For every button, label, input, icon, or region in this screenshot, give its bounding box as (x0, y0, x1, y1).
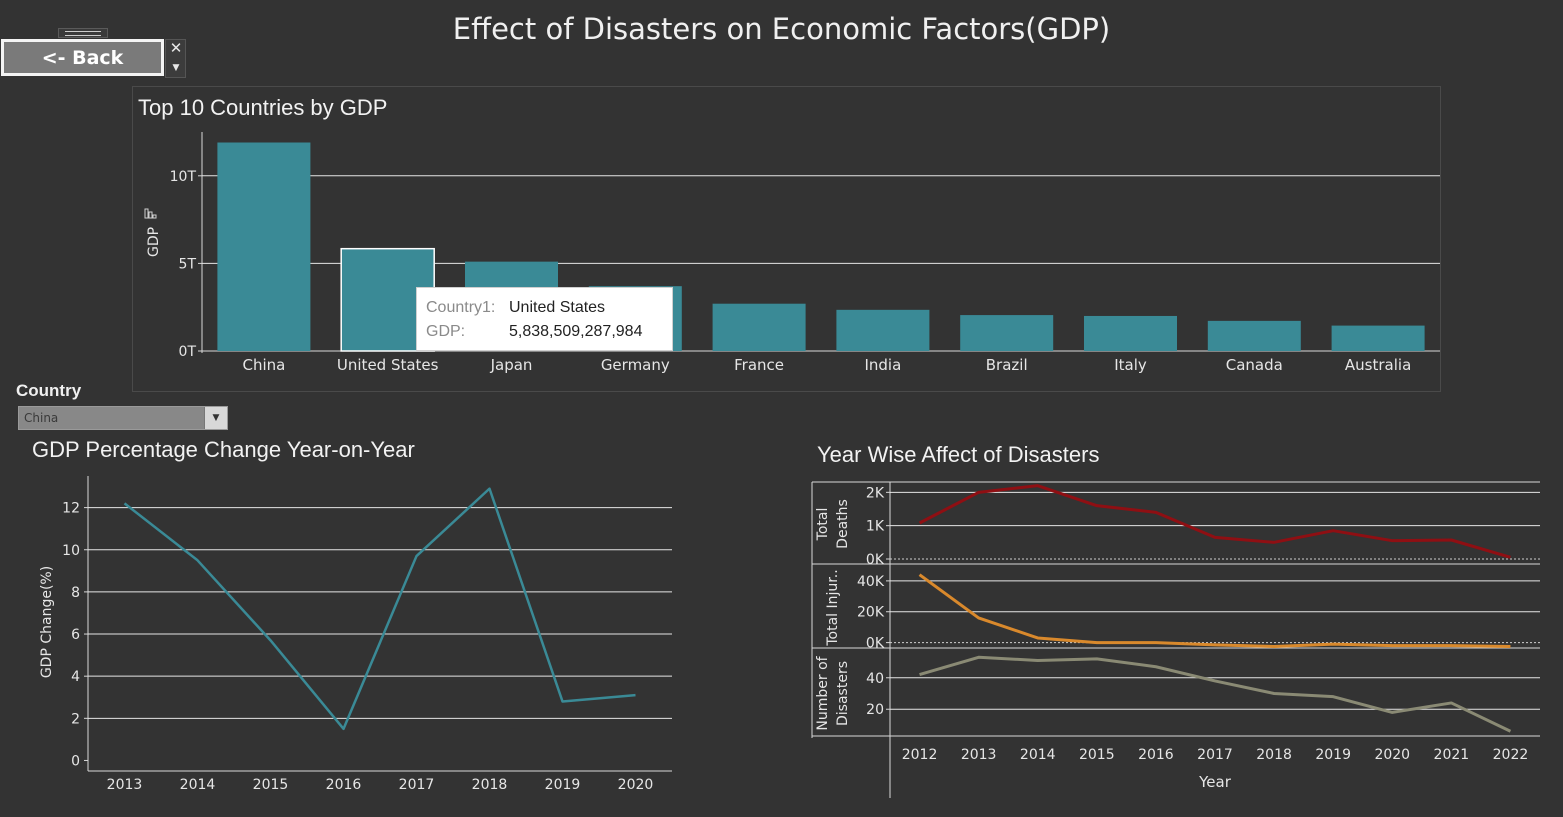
line-y-tick-label: 4 (71, 669, 80, 685)
multi-y-tick-label: 1K (866, 519, 885, 535)
line-y-tick-label: 2 (71, 711, 80, 727)
bar (960, 315, 1054, 351)
bar (1084, 315, 1177, 351)
multi-x-axis-label: Year (1198, 773, 1232, 791)
back-button[interactable]: <- Back (1, 39, 164, 76)
bar-x-tick-label: China (242, 356, 285, 374)
multi-y-axis-label: Number of (815, 655, 831, 730)
tooltip-value-gdp: 5,838,509,287,984 (509, 323, 643, 340)
line-x-tick-label: 2017 (399, 777, 435, 793)
disasters-line (919, 655, 1512, 733)
multi-x-tick-label: 2013 (961, 747, 997, 763)
tooltip-value-country: United States (509, 299, 606, 316)
sort-icon-bar (152, 214, 157, 219)
line-x-tick-label: 2019 (545, 777, 581, 793)
bar-x-tick-label: France (734, 356, 784, 374)
line-x-tick-label: 2015 (253, 777, 289, 793)
line-x-tick-label: 2016 (326, 777, 362, 793)
more-options-icon[interactable]: ▼ (172, 63, 180, 73)
tooltip: Country1: United States GDP: 5,838,509,287… (416, 287, 673, 351)
back-button-label: <- Back (4, 42, 161, 73)
multi-x-tick-label: 2014 (1020, 747, 1056, 763)
multi-y-axis-label: Total Injur.. (825, 569, 841, 646)
multi-x-tick-label: 2022 (1493, 747, 1529, 763)
tooltip-key-country: Country1: (426, 299, 496, 316)
bar-y-tick-label: 5T (179, 256, 197, 272)
multi-y-tick-label: 40K (857, 574, 885, 590)
line-x-tick-label: 2018 (472, 777, 508, 793)
country-filter-label: Country (16, 381, 82, 400)
multi-y-tick-label: 20K (857, 605, 885, 621)
page-title: Effect of Disasters on Economic Factors(… (452, 12, 1111, 46)
multi-x-tick-label: 2016 (1138, 747, 1174, 763)
multi-x-tick-label: 2020 (1374, 747, 1410, 763)
bar-x-tick-label: Australia (1345, 356, 1411, 374)
bar-y-tick-label: 0T (179, 344, 197, 360)
bar-x-tick-label: Japan (490, 356, 533, 374)
multi-y-tick-label: 40 (866, 671, 884, 687)
bar (1207, 320, 1301, 351)
multi-x-tick-label: 2018 (1256, 747, 1292, 763)
bar-chart-title: Top 10 Countries by GDP (138, 95, 388, 120)
gdp-change-chart-title: GDP Percentage Change Year-on-Year (32, 437, 415, 462)
close-icon[interactable]: ✕ (169, 39, 183, 57)
deaths-line (918, 484, 1511, 559)
multi-y-axis-label: Deaths (835, 499, 851, 549)
bar-x-tick-label: Canada (1226, 356, 1283, 374)
line-y-tick-label: 6 (71, 627, 80, 643)
bar-x-tick-label: United States (337, 356, 439, 374)
line-x-tick-label: 2013 (107, 777, 143, 793)
bar-y-axis-label: GDP (146, 227, 162, 257)
bar-x-tick-label: Italy (1114, 356, 1147, 374)
line-y-axis-label: GDP Change(%) (39, 566, 55, 678)
line-x-tick-label: 2020 (618, 777, 654, 793)
sort-icon-bar (148, 211, 153, 219)
disasters-chart-title: Year Wise Affect of Disasters (817, 442, 1100, 467)
multi-x-tick-label: 2012 (902, 747, 938, 763)
drag-handle[interactable] (58, 28, 108, 38)
bar-x-tick-label: Brazil (986, 356, 1028, 374)
multi-y-tick-label: 2K (866, 485, 885, 501)
multi-y-axis-label: Total (815, 508, 831, 542)
bar (836, 309, 930, 351)
sort-icon (144, 208, 157, 219)
line-y-tick-label: 8 (71, 585, 80, 601)
multi-x-tick-label: 2017 (1197, 747, 1233, 763)
multi-y-tick-label: 0K (866, 636, 885, 652)
bar (712, 303, 806, 351)
back-button-container: <- Back (1, 39, 185, 78)
bar-y-tick-label: 10T (170, 169, 197, 185)
bar (1331, 325, 1425, 351)
multi-y-tick-label: 0K (866, 552, 885, 568)
injuries-line (918, 573, 1511, 648)
multi-x-tick-label: 2019 (1315, 747, 1351, 763)
line-x-tick-label: 2014 (180, 777, 216, 793)
gdp-change-line (123, 487, 636, 731)
multi-x-tick-label: 2015 (1079, 747, 1115, 763)
back-button-toolbar (165, 39, 186, 78)
country-dropdown-value: China (24, 411, 59, 425)
multi-x-tick-label: 2021 (1434, 747, 1470, 763)
line-y-tick-label: 0 (71, 753, 80, 769)
line-y-tick-label: 12 (62, 501, 80, 517)
country-dropdown[interactable]: China ▼ (18, 406, 228, 430)
chevron-down-icon[interactable]: ▼ (204, 407, 227, 429)
multi-y-axis-label: Disasters (835, 661, 851, 726)
bar (217, 142, 311, 351)
bar-x-tick-label: Germany (601, 356, 670, 374)
multi-y-tick-label: 20 (866, 702, 884, 718)
tooltip-key-gdp: GDP: (426, 323, 466, 340)
line-y-tick-label: 10 (62, 543, 80, 559)
sort-icon-bar (144, 208, 149, 219)
bar-x-tick-label: India (864, 356, 901, 374)
